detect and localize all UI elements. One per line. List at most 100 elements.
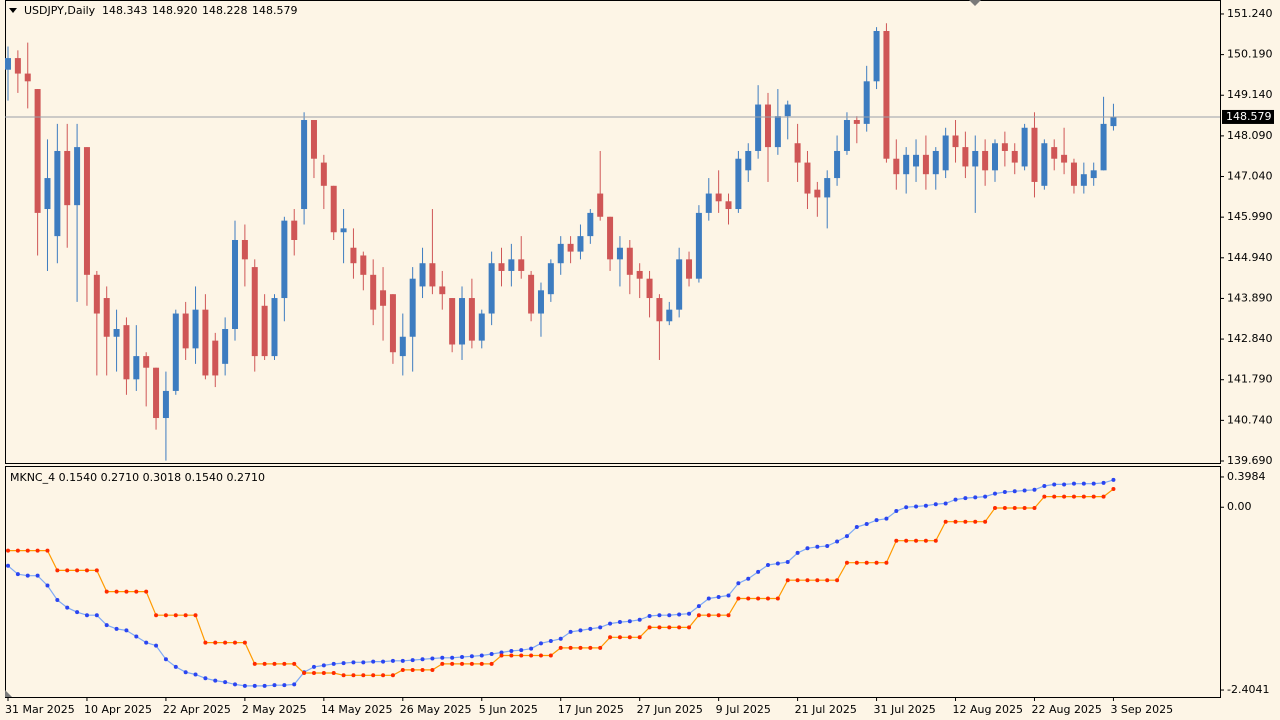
indicator-dot (302, 670, 307, 675)
indicator-dot (154, 613, 159, 618)
candle-body (705, 193, 712, 213)
indicator-dot (923, 503, 928, 508)
indicator-dot (519, 648, 524, 653)
candle-body (271, 298, 278, 357)
indicator-dot (183, 670, 188, 675)
indicator-dot (746, 596, 751, 601)
x-tick-label: 21 Jul 2025 (795, 703, 857, 716)
y-tick-label: 150.190 (1227, 48, 1273, 61)
candle-body (380, 290, 387, 306)
symbol-title: USDJPY,Daily (24, 4, 96, 17)
indicator-dot (696, 604, 701, 609)
indicator-dot (687, 611, 692, 616)
indicator-dot (1062, 494, 1067, 499)
candle-body (24, 73, 31, 82)
candle-body (1031, 127, 1038, 182)
indicator-title: MKNC_4 0.1540 0.2710 0.3018 0.1540 0.271… (10, 471, 265, 484)
indicator-dot (825, 578, 830, 583)
indicator-dot (361, 673, 366, 678)
x-tick-label: 10 Apr 2025 (84, 703, 152, 716)
candle-body (1011, 150, 1018, 163)
indicator-dot (835, 539, 840, 544)
indicator-dot (35, 548, 40, 553)
candle-body (439, 286, 446, 295)
candle-body (389, 294, 396, 353)
indicator-dot (1081, 481, 1086, 486)
indicator-dot (6, 548, 10, 553)
indicator-dot (785, 559, 790, 564)
indicator-dot (677, 625, 682, 630)
candle-body (597, 193, 604, 217)
candle-body (123, 325, 130, 380)
indicator-dot (469, 654, 474, 659)
candle-body (232, 239, 239, 330)
candle-body (607, 216, 614, 260)
candle-body (587, 212, 594, 237)
indicator-dot (15, 572, 20, 577)
candle-body (320, 162, 327, 186)
indicator-dot (351, 660, 356, 665)
indicator-dot (894, 538, 899, 543)
indicator-dot (775, 561, 780, 566)
indicator-dot (598, 645, 603, 650)
indicator-dot (272, 683, 277, 688)
indicator-dot (726, 613, 731, 618)
indicator-dot (647, 613, 652, 618)
indicator-dot (94, 568, 99, 573)
indicator-dot (687, 625, 692, 630)
indicator-dot (914, 538, 919, 543)
candle-body (814, 189, 821, 198)
x-tick-label: 9 Jul 2025 (716, 703, 771, 716)
candle-body (340, 228, 347, 233)
candle-body (330, 185, 337, 233)
indicator-dot (183, 613, 188, 618)
x-tick-label: 12 Aug 2025 (953, 703, 1023, 716)
indicator-dot (144, 589, 149, 594)
candle-body (182, 313, 189, 349)
indicator-dot (973, 495, 978, 500)
candle-body (834, 150, 841, 179)
indicator-dot (1022, 506, 1027, 511)
indicator-dot (983, 519, 988, 524)
indicator-dot (292, 661, 297, 666)
indicator-dot (1032, 487, 1037, 492)
indicator-dot (746, 576, 751, 581)
indicator-dot (627, 635, 632, 640)
indicator-dot (84, 568, 89, 573)
candle-body (202, 309, 209, 376)
candle-body (113, 329, 120, 337)
indicator-dot (440, 655, 445, 660)
indicator-dot (568, 645, 573, 650)
indicator-dot (124, 589, 129, 594)
candle-body (922, 154, 929, 175)
indicator-dot (1012, 506, 1017, 511)
candle-body (310, 120, 317, 159)
candle-body (656, 298, 663, 322)
indicator-dot (489, 661, 494, 666)
indicator-dot (144, 640, 149, 645)
indicator-dot (1052, 494, 1057, 499)
candle-body (537, 290, 544, 314)
indicator-dot (617, 635, 622, 640)
indicator-dot (65, 605, 70, 610)
indicator-dot (233, 682, 238, 687)
indicator-dot (341, 661, 346, 666)
indicator-dot (55, 598, 60, 603)
candle-body (784, 104, 791, 117)
y-tick-label: 139.690 (1227, 454, 1273, 467)
indicator-dot (203, 640, 208, 645)
candle-body (399, 336, 406, 357)
indicator-dot (588, 626, 593, 631)
indicator-dot (874, 518, 879, 523)
indicator-dot (775, 596, 780, 601)
candle-body (853, 120, 860, 124)
candle-body (5, 58, 11, 70)
indicator-dot (943, 519, 948, 524)
indicator-dot (923, 538, 928, 543)
candle-body (626, 247, 633, 275)
x-tick-label: 22 Aug 2025 (1031, 703, 1101, 716)
candle-body (14, 58, 21, 74)
candle-body (459, 298, 466, 345)
indicator-dot (1022, 488, 1027, 493)
